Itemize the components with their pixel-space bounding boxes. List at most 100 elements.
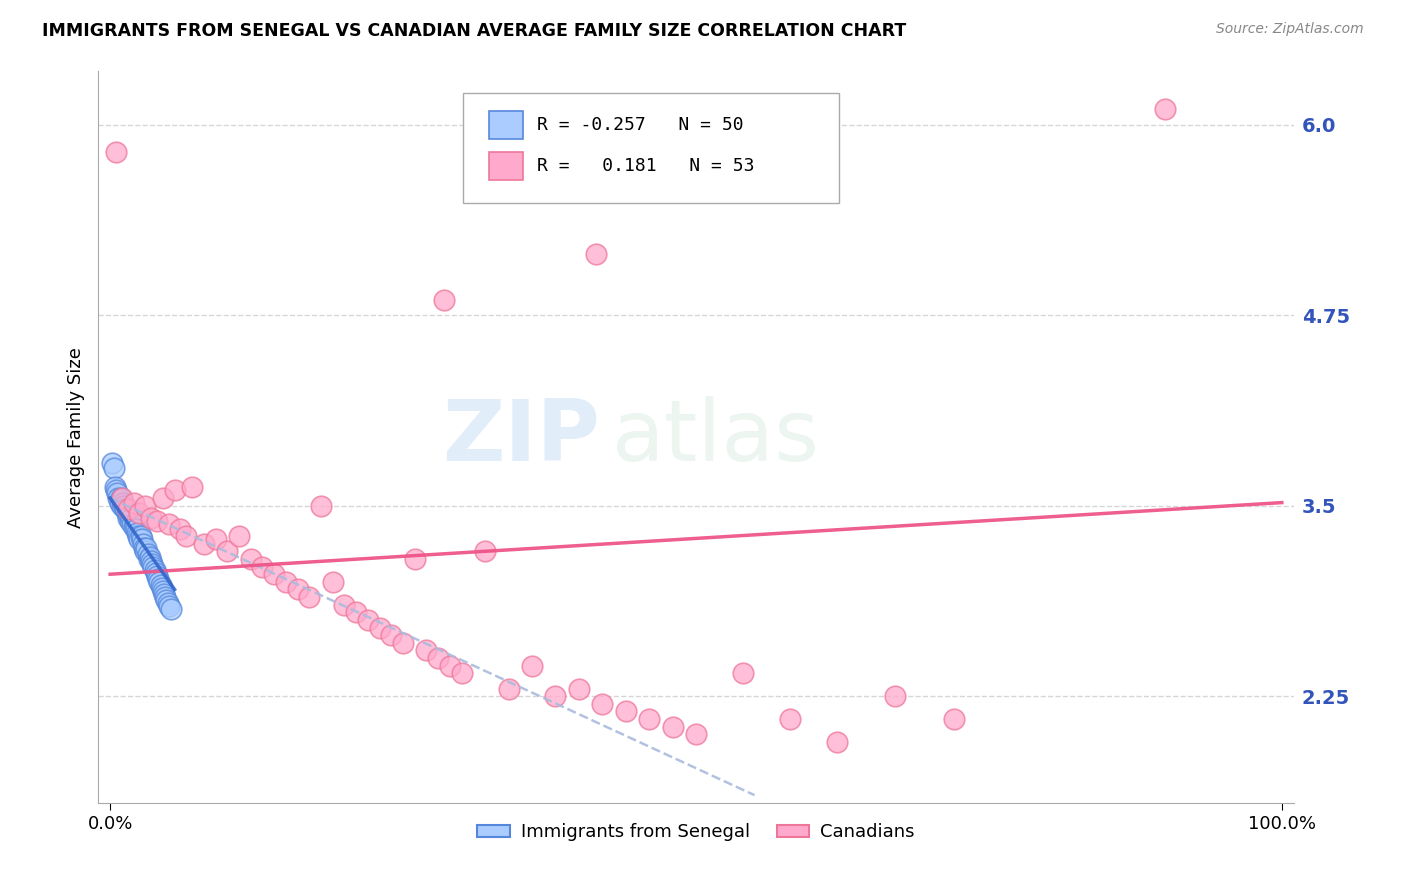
Point bbox=[779, 712, 801, 726]
Point bbox=[141, 553, 163, 567]
Text: atlas: atlas bbox=[613, 395, 820, 479]
Point bbox=[103, 460, 125, 475]
Point bbox=[107, 491, 129, 505]
Point bbox=[150, 581, 173, 595]
Point bbox=[142, 559, 165, 574]
Point bbox=[141, 511, 163, 525]
Text: IMMIGRANTS FROM SENEGAL VS CANADIAN AVERAGE FAMILY SIZE CORRELATION CHART: IMMIGRANTS FROM SENEGAL VS CANADIAN AVER… bbox=[42, 22, 907, 40]
Point bbox=[104, 480, 127, 494]
Point bbox=[143, 563, 166, 577]
Point bbox=[134, 544, 156, 558]
Point bbox=[544, 689, 567, 703]
Point bbox=[141, 557, 163, 571]
Point bbox=[357, 613, 380, 627]
Point bbox=[155, 593, 177, 607]
Point bbox=[498, 681, 520, 696]
Point bbox=[139, 550, 162, 565]
Point bbox=[125, 521, 148, 535]
Point bbox=[439, 658, 461, 673]
Point bbox=[160, 602, 183, 616]
Point bbox=[174, 529, 197, 543]
Text: R =   0.181   N = 53: R = 0.181 N = 53 bbox=[537, 157, 755, 175]
Point bbox=[138, 552, 160, 566]
Point bbox=[309, 499, 332, 513]
Point bbox=[450, 666, 472, 681]
Point bbox=[884, 689, 907, 703]
FancyBboxPatch shape bbox=[489, 111, 523, 138]
Point bbox=[193, 537, 215, 551]
Point bbox=[380, 628, 402, 642]
Point bbox=[135, 541, 157, 556]
Point bbox=[105, 145, 128, 160]
Point bbox=[115, 506, 138, 520]
Point bbox=[614, 705, 637, 719]
Point bbox=[128, 532, 150, 546]
Point bbox=[145, 566, 167, 580]
Point bbox=[112, 495, 135, 509]
Point bbox=[427, 651, 450, 665]
Point bbox=[638, 712, 661, 726]
Point bbox=[298, 590, 321, 604]
Point bbox=[127, 526, 149, 541]
Text: R = -0.257   N = 50: R = -0.257 N = 50 bbox=[537, 116, 744, 134]
Point bbox=[108, 495, 131, 509]
Point bbox=[117, 511, 139, 525]
Point bbox=[129, 529, 152, 543]
Point bbox=[263, 567, 285, 582]
Point bbox=[157, 599, 180, 614]
Point bbox=[685, 727, 707, 741]
Point bbox=[120, 511, 142, 525]
Point bbox=[415, 643, 437, 657]
Point bbox=[118, 508, 141, 522]
Point bbox=[156, 596, 179, 610]
Text: Source: ZipAtlas.com: Source: ZipAtlas.com bbox=[1216, 22, 1364, 37]
Point bbox=[127, 529, 149, 543]
Point bbox=[121, 516, 143, 531]
Point bbox=[404, 552, 426, 566]
Point bbox=[163, 483, 186, 498]
Point bbox=[105, 483, 128, 498]
FancyBboxPatch shape bbox=[463, 94, 839, 203]
Point bbox=[474, 544, 496, 558]
Point bbox=[132, 537, 155, 551]
Point bbox=[134, 499, 156, 513]
Point bbox=[181, 480, 204, 494]
Point bbox=[252, 559, 274, 574]
Point bbox=[110, 491, 132, 505]
Point bbox=[825, 735, 848, 749]
Point bbox=[274, 574, 297, 589]
Point bbox=[392, 636, 415, 650]
Point bbox=[128, 506, 150, 520]
Point bbox=[117, 501, 139, 516]
Point bbox=[101, 456, 124, 470]
Point bbox=[152, 491, 174, 505]
Point bbox=[111, 491, 134, 505]
Point bbox=[433, 293, 456, 307]
Point bbox=[1153, 103, 1175, 117]
FancyBboxPatch shape bbox=[489, 152, 523, 179]
Point bbox=[661, 720, 683, 734]
Point bbox=[333, 598, 356, 612]
Point bbox=[568, 681, 591, 696]
Point bbox=[287, 582, 309, 597]
Point bbox=[132, 541, 156, 556]
Point bbox=[136, 548, 159, 562]
Point bbox=[146, 568, 169, 582]
Point bbox=[155, 590, 177, 604]
Point bbox=[239, 552, 262, 566]
Point bbox=[105, 486, 128, 500]
Point bbox=[204, 532, 226, 546]
Legend: Immigrants from Senegal, Canadians: Immigrants from Senegal, Canadians bbox=[470, 816, 922, 848]
Point bbox=[148, 574, 170, 589]
Point bbox=[344, 605, 367, 619]
Point bbox=[217, 544, 239, 558]
Point bbox=[228, 529, 250, 543]
Point bbox=[112, 499, 135, 513]
Point bbox=[146, 514, 169, 528]
Point bbox=[157, 516, 180, 531]
Text: ZIP: ZIP bbox=[443, 395, 600, 479]
Point bbox=[152, 584, 174, 599]
Point bbox=[122, 520, 145, 534]
Point bbox=[368, 621, 391, 635]
Point bbox=[153, 587, 176, 601]
